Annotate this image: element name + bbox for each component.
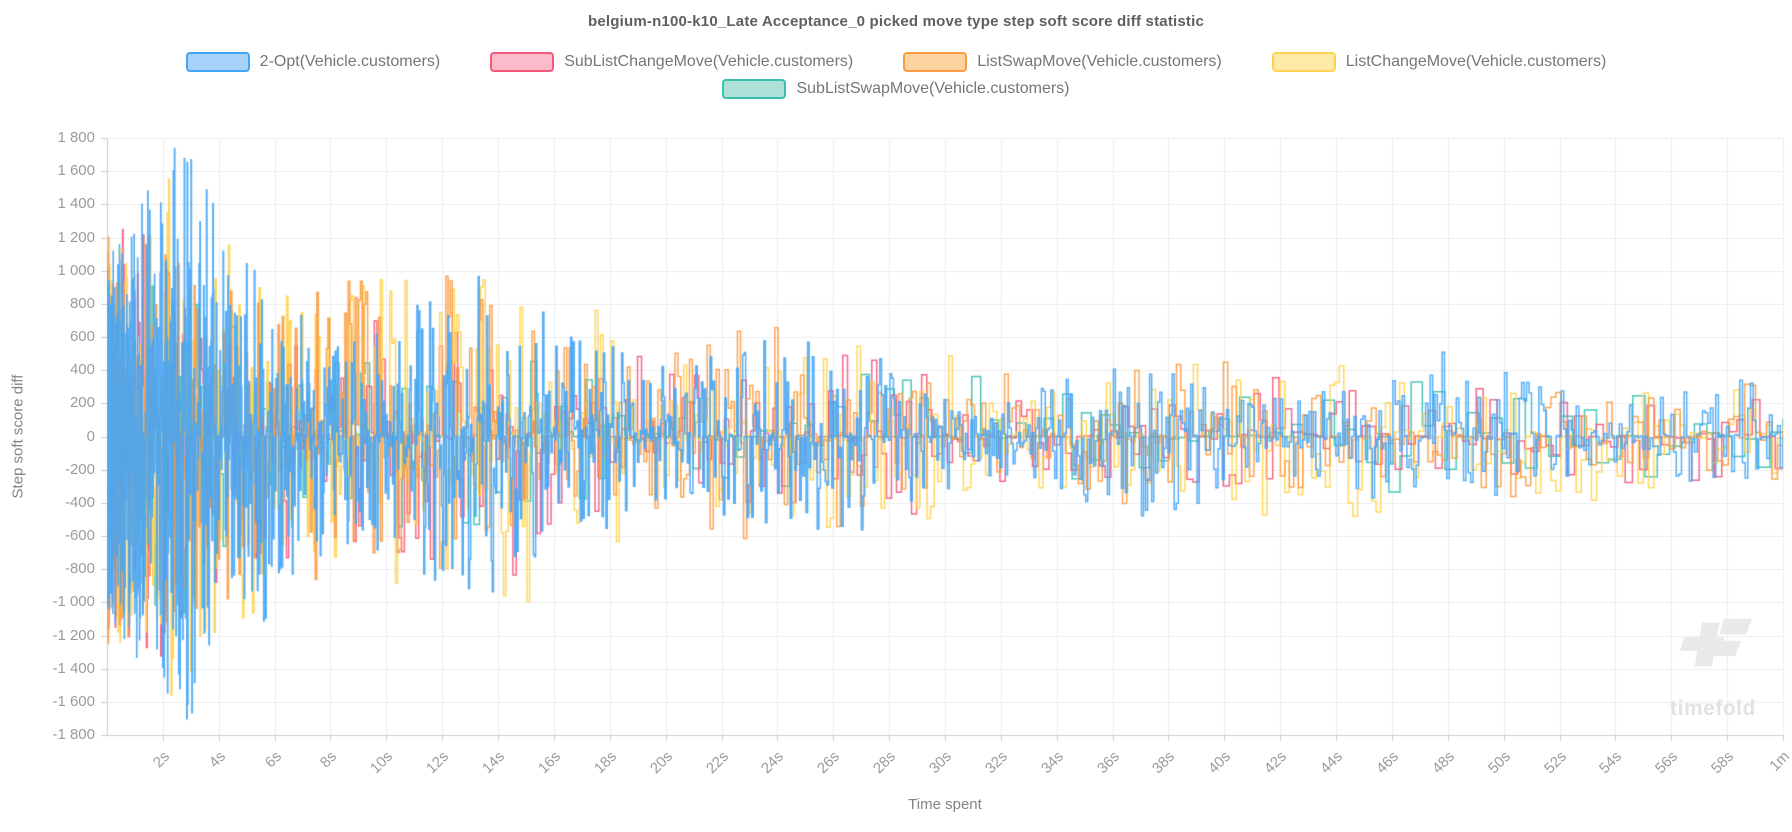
y-tick-label: 400 xyxy=(69,361,95,379)
y-tick-label: 1 400 xyxy=(57,195,95,213)
y-axis-title: Step soft score diff xyxy=(9,374,27,499)
y-tick-label: 0 xyxy=(86,427,95,445)
y-tick-label: -800 xyxy=(64,560,95,578)
y-tick-label: -1 800 xyxy=(52,726,95,743)
y-tick-label: 1 800 xyxy=(57,129,95,146)
y-tick-label: -400 xyxy=(64,493,95,511)
y-tick-label: 600 xyxy=(69,328,95,345)
y-tick-label: -1 000 xyxy=(52,593,95,611)
y-tick-label: -1 200 xyxy=(52,626,95,644)
y-tick-label: -1 600 xyxy=(52,692,95,710)
x-axis-title: Time spent xyxy=(908,796,982,813)
watermark-text: timefold xyxy=(1670,697,1756,720)
y-tick-label: 1 000 xyxy=(57,261,95,279)
y-tick-label: -600 xyxy=(64,527,95,544)
y-tick-label: 200 xyxy=(69,394,95,412)
y-tick-label: 1 200 xyxy=(57,228,95,246)
y-tick-label: 800 xyxy=(69,294,95,312)
watermark: timefold xyxy=(1648,608,1778,721)
timefold-logo-icon xyxy=(1680,618,1753,667)
y-tick-label: 1 600 xyxy=(57,162,95,180)
y-tick-label: -1 400 xyxy=(52,659,95,677)
y-tick-label: -200 xyxy=(64,460,95,478)
